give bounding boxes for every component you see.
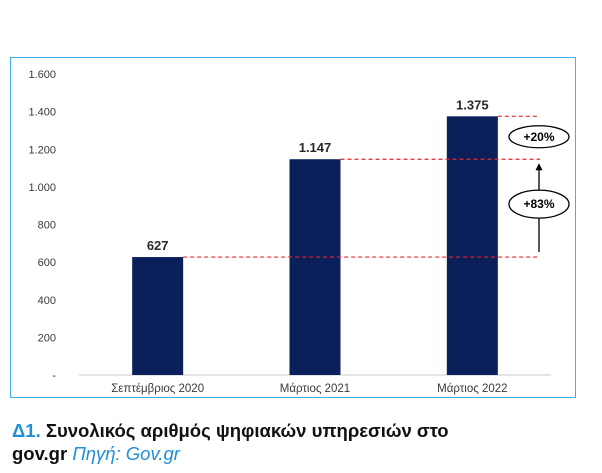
growth-label: +20% bbox=[523, 130, 554, 144]
y-tick-label: 800 bbox=[38, 220, 56, 232]
growth-ellipse bbox=[508, 125, 570, 149]
y-tick-label: 200 bbox=[38, 332, 56, 344]
caption-title-line1: Συνολικός αριθμός ψηφιακών υπηρεσιών στο bbox=[45, 420, 449, 441]
bar bbox=[132, 257, 184, 375]
data-label: 627 bbox=[147, 238, 169, 253]
y-tick-label: 600 bbox=[38, 257, 56, 269]
bar bbox=[446, 116, 498, 375]
data-label: 1.147 bbox=[299, 140, 332, 155]
bar-chart: - 200 400 600 800 1.000 1.200 1.400 1.600 627 Σεπτ… bbox=[28, 69, 570, 395]
y-tick-label: 1.000 bbox=[28, 182, 56, 194]
y-tick-label: 1.600 bbox=[28, 69, 56, 81]
growth-label: +83% bbox=[523, 197, 554, 211]
y-tick-label: - bbox=[52, 370, 56, 382]
y-tick-label: 1.400 bbox=[28, 107, 56, 119]
figure-number: Δ1. bbox=[12, 420, 41, 441]
x-tick-label: Μάρτιος 2021 bbox=[280, 383, 350, 395]
y-tick-label: 400 bbox=[38, 295, 56, 307]
growth-ellipse bbox=[508, 189, 570, 219]
x-tick-label: Μάρτιος 2022 bbox=[437, 383, 507, 395]
data-label: 1.375 bbox=[456, 97, 489, 112]
caption-source: Πηγή: Gov.gr bbox=[72, 443, 180, 464]
figure-caption: Δ1. Συνολικός αριθμός ψηφιακών υπηρεσιών… bbox=[12, 419, 572, 465]
arrow-up-icon bbox=[535, 163, 543, 171]
bar bbox=[289, 159, 341, 375]
y-tick-label: 1.200 bbox=[28, 144, 56, 156]
caption-title-line2: gov.gr bbox=[12, 443, 68, 464]
chart-frame: - 200 400 600 800 1.000 1.200 1.400 1.600 627 Σεπτ… bbox=[10, 57, 576, 398]
x-tick-label: Σεπτέμβριος 2020 bbox=[111, 383, 204, 395]
